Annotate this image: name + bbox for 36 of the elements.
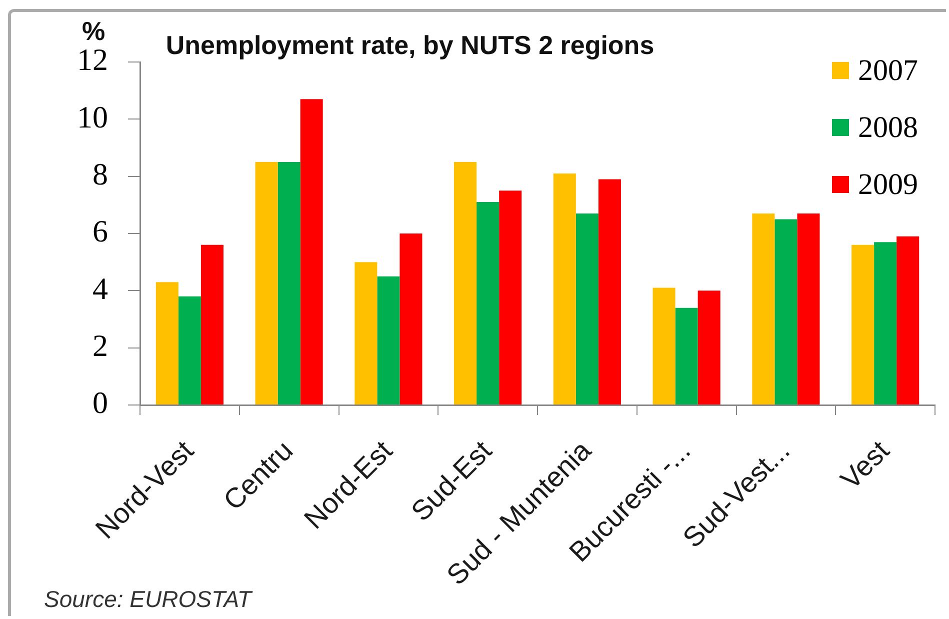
source-note: Source: EUROSTAT	[44, 586, 252, 613]
bar	[377, 276, 400, 404]
bar	[896, 236, 920, 404]
x-tick-label: Vest	[834, 434, 896, 496]
bar	[553, 173, 576, 404]
bar	[499, 190, 522, 404]
bar	[598, 179, 621, 404]
bar	[476, 202, 500, 404]
bar	[255, 162, 278, 404]
chart-title: Unemployment rate, by NUTS 2 regions	[166, 30, 654, 60]
legend-label: 2009	[858, 168, 918, 202]
bar	[278, 162, 300, 404]
y-tick-label: 6	[92, 214, 108, 249]
bar	[852, 244, 874, 404]
bar	[774, 219, 798, 404]
y-tick-label: 8	[92, 156, 108, 192]
bar	[752, 213, 775, 404]
bar	[797, 213, 820, 404]
bar	[874, 242, 897, 404]
y-tick-label: 2	[92, 328, 108, 363]
bar	[400, 234, 422, 404]
bar	[178, 296, 201, 404]
bar	[675, 308, 698, 404]
bar	[652, 288, 676, 404]
legend-label: 2007	[858, 54, 918, 88]
bar	[354, 262, 378, 404]
bar	[698, 290, 720, 404]
bar	[454, 162, 477, 404]
y-tick-label: 0	[92, 385, 108, 420]
bar	[200, 244, 224, 404]
y-tick-label: 10	[77, 99, 108, 134]
bar	[156, 282, 178, 404]
legend-label: 2008	[858, 110, 918, 144]
bar	[576, 213, 598, 404]
bar	[300, 99, 323, 404]
y-tick-label: 4	[92, 270, 108, 306]
